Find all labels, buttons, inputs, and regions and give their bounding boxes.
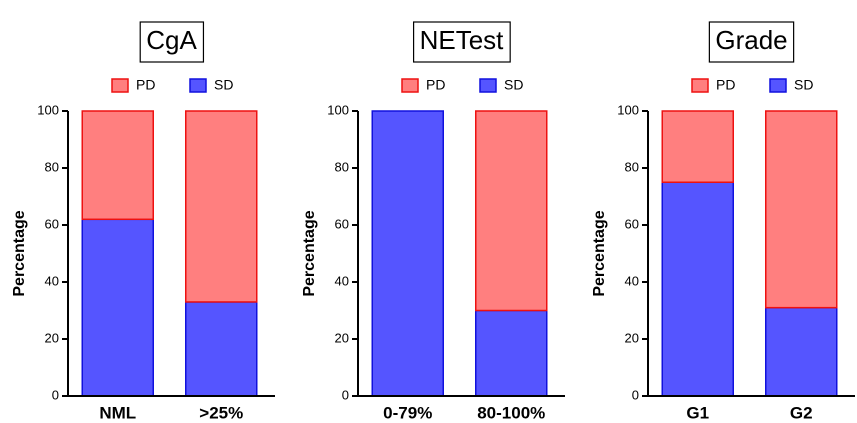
legend-swatch — [691, 78, 709, 93]
y-tick-label: 80 — [625, 159, 639, 174]
x-tick-label: G2 — [790, 403, 813, 422]
x-tick-label: >25% — [199, 403, 243, 422]
bar-segment — [81, 218, 154, 397]
y-tick-label: 20 — [625, 330, 639, 345]
y-tick-label: 20 — [45, 330, 59, 345]
legend-label: SD — [504, 77, 523, 93]
y-tick-label: 0 — [342, 387, 349, 402]
legend-label: SD — [794, 77, 813, 93]
y-tick-label: 0 — [52, 387, 59, 402]
legend-swatch — [111, 78, 129, 93]
y-tick-label: 100 — [37, 102, 59, 117]
y-tick-label: 0 — [632, 387, 639, 402]
bar-segment — [661, 110, 734, 183]
legend-label: SD — [214, 77, 233, 93]
bar-segment — [185, 110, 258, 303]
panel: Grade PD SD Percentage G1 G2 0 20 40 60 80 100 — [591, 21, 855, 422]
chart-title: Grade — [715, 25, 787, 55]
bar-segment — [475, 309, 548, 397]
legend-swatch — [769, 78, 787, 93]
bar-segment — [371, 110, 444, 397]
title-box — [139, 21, 205, 63]
y-tick-label: 40 — [335, 273, 349, 288]
y-tick-label: 60 — [335, 216, 349, 231]
panel: CgA PD SD Percentage NML >25% 0 20 40 60 80 100 — [11, 21, 275, 422]
chart-title: NETest — [420, 25, 505, 55]
x-tick-label: NML — [99, 403, 136, 422]
bar-segment — [81, 110, 154, 221]
y-axis-label: Percentage — [301, 210, 318, 296]
bar-segment — [475, 110, 548, 312]
x-tick-label: 0-79% — [383, 403, 432, 422]
legend-label: PD — [426, 77, 445, 93]
y-tick-label: 40 — [45, 273, 59, 288]
title-box — [412, 21, 511, 63]
legend-label: PD — [716, 77, 735, 93]
legend-label: PD — [136, 77, 155, 93]
legend-swatch — [479, 78, 497, 93]
y-tick-label: 60 — [625, 216, 639, 231]
legend-swatch — [189, 78, 207, 93]
y-tick-label: 100 — [617, 102, 639, 117]
x-tick-label: G1 — [686, 403, 709, 422]
y-axis-label: Percentage — [11, 210, 28, 296]
y-tick-label: 80 — [45, 159, 59, 174]
y-axis-label: Percentage — [591, 210, 608, 296]
y-tick-label: 80 — [335, 159, 349, 174]
legend-swatch — [401, 78, 419, 93]
x-tick-label: 80-100% — [477, 403, 545, 422]
panel: NETest PD SD Percentage 0-79% 80-100% 0 20 40 60 8… — [301, 21, 565, 422]
title-box — [708, 21, 795, 63]
y-tick-label: 60 — [45, 216, 59, 231]
bar-segment — [661, 181, 734, 397]
bar-segment — [765, 110, 838, 309]
y-tick-label: 100 — [327, 102, 349, 117]
chart-title: CgA — [146, 25, 197, 55]
y-tick-label: 20 — [335, 330, 349, 345]
bar-segment — [765, 306, 838, 397]
y-tick-label: 40 — [625, 273, 639, 288]
bar-segment — [185, 301, 258, 397]
